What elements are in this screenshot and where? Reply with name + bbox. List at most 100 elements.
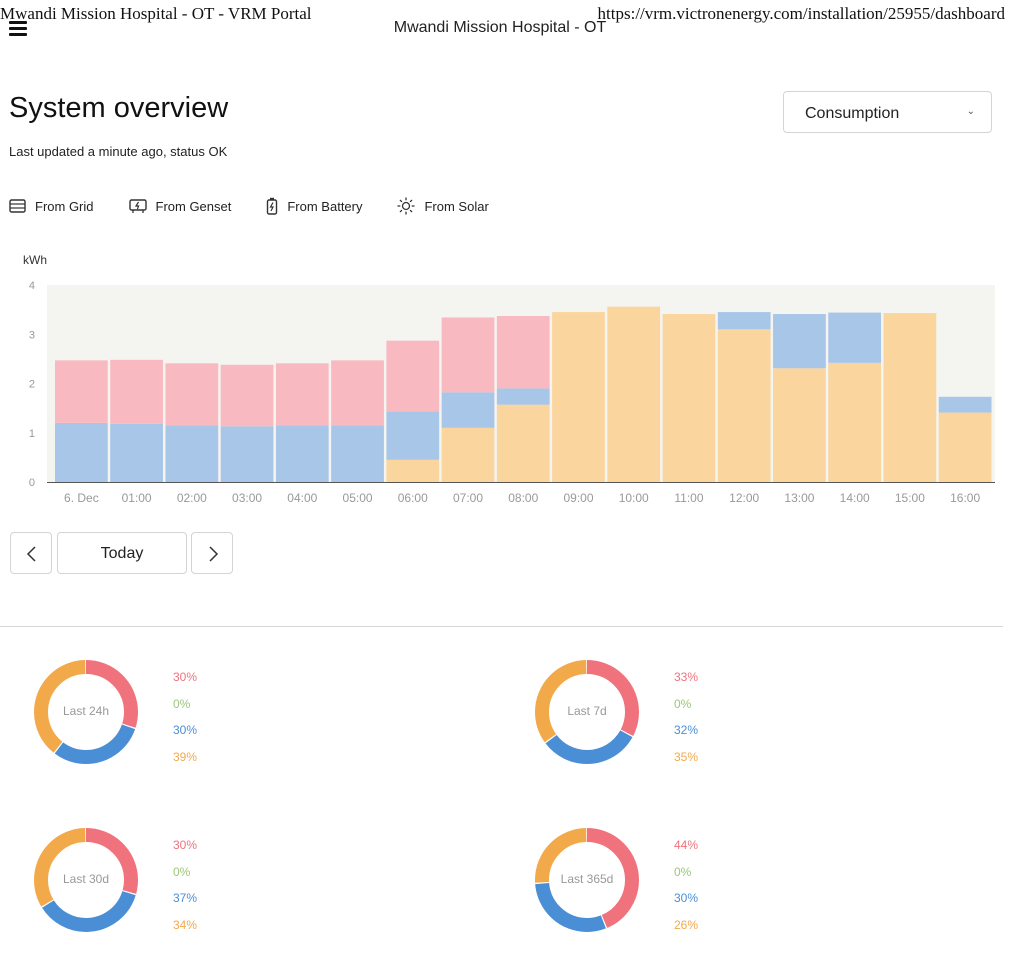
y-axis-label: kWh (23, 253, 47, 267)
legend-label: From Solar (424, 198, 489, 214)
section-divider (0, 626, 1003, 627)
today-button[interactable]: Today (57, 532, 187, 574)
legend-item-battery[interactable]: From Battery (266, 197, 362, 215)
donut-slice-battery (535, 828, 639, 932)
x-tick-label: 03:00 (232, 491, 262, 505)
x-tick-label: 02:00 (177, 491, 207, 505)
donut-label: Last 30d (62, 872, 110, 886)
bar-segment (717, 329, 771, 482)
pct-battery: 30% (173, 723, 198, 737)
bar-segment (607, 306, 661, 482)
x-tick-label: 08:00 (508, 491, 538, 505)
bar-segment (938, 396, 992, 413)
donut-chart (34, 828, 138, 932)
battery-icon (267, 197, 278, 215)
donut-chart (535, 660, 639, 764)
bar-segment (552, 312, 605, 482)
bar-segment (331, 360, 384, 426)
x-tick-label: 05:00 (343, 491, 373, 505)
bar-segment (55, 422, 108, 482)
pct-grid: 33% (674, 670, 699, 684)
donut-label: Last 24h (62, 704, 110, 718)
x-tick-label: 15:00 (895, 491, 925, 505)
y-tick-label: 1 (29, 428, 35, 440)
chevron-right-icon (209, 546, 219, 562)
bar-segment (496, 404, 550, 482)
donut-label: Last 7d (567, 704, 607, 718)
print-header-url: https://vrm.victronenergy.com/installati… (597, 4, 1005, 23)
donut-label: Last 365d (560, 872, 614, 886)
x-tick-label: 16:00 (950, 491, 980, 505)
bar-segment (220, 426, 274, 482)
bar-segment (275, 425, 329, 482)
donut-percentages: 33% 0% 32% 35% (674, 664, 698, 770)
x-tick-label: 13:00 (784, 491, 814, 505)
menu-icon[interactable] (9, 21, 27, 36)
legend-item-grid[interactable]: From Grid (9, 198, 94, 214)
donut-slice-battery (34, 660, 138, 764)
chevron-left-icon (26, 546, 36, 562)
site-title: Mwandi Mission Hospital - OT (393, 19, 607, 36)
pct-solar: 39% (173, 749, 198, 764)
pct-solar: 35% (674, 749, 699, 764)
donut-chart (535, 828, 639, 932)
pct-genset: 0% (674, 864, 692, 879)
view-select[interactable]: Consumption ⌄ (783, 91, 992, 133)
donut-slice-grid (535, 828, 639, 932)
view-select-value: Consumption (805, 105, 900, 122)
x-tick-label: 12:00 (729, 491, 759, 505)
x-tick-label: 04:00 (287, 491, 317, 505)
donut-percentages: 30% 0% 30% 39% (173, 664, 197, 770)
x-tick-label: 06:00 (398, 491, 428, 505)
donut-last-7d: Last 7d 33% 0% 32% 35% (531, 656, 751, 776)
x-tick-label: 07:00 (453, 491, 483, 505)
pct-genset: 0% (173, 696, 191, 711)
legend-item-solar[interactable]: From Solar (397, 197, 489, 215)
y-tick-label: 0 (29, 477, 35, 489)
donut-slice-grid (34, 660, 138, 764)
legend-label: From Genset (155, 198, 232, 214)
x-tick-label: 09:00 (563, 491, 593, 505)
legend-item-genset[interactable]: From Genset (128, 198, 232, 214)
pct-genset: 0% (173, 864, 191, 879)
pct-genset: 0% (674, 696, 692, 711)
pct-solar: 34% (173, 917, 198, 932)
pct-grid: 30% (173, 838, 198, 852)
x-tick-label: 10:00 (619, 491, 649, 505)
bar-segment (441, 392, 495, 428)
bar-segment (496, 316, 550, 389)
bar-segment (386, 340, 440, 412)
previous-day-button[interactable] (10, 532, 52, 574)
print-header-title: Mwandi Mission Hospital - OT - VRM Porta… (0, 4, 312, 23)
next-day-button[interactable] (191, 532, 233, 574)
bar-segment (938, 412, 992, 482)
donut-percentages: 30% 0% 37% 34% (173, 832, 197, 938)
chart-legend: From Grid From Genset From Battery (9, 196, 524, 216)
pct-grid: 44% (674, 838, 699, 852)
y-tick-label: 3 (29, 329, 35, 341)
bar-segment (220, 364, 274, 427)
bar-segment (331, 425, 384, 482)
legend-label: From Grid (35, 198, 94, 214)
pct-grid: 30% (173, 670, 198, 684)
x-tick-label: 14:00 (840, 491, 870, 505)
x-tick-label: 01:00 (122, 491, 152, 505)
pct-battery: 32% (674, 723, 699, 737)
status-text: Last updated a minute ago, status OK (9, 144, 228, 159)
consumption-chart: kWh 0 1 2 3 4 6. Dec 01:00 02:00 03:00 04:00 05:00 0… (23, 253, 995, 505)
bar-segment (773, 314, 826, 369)
donut-slice-solar (535, 828, 639, 932)
donut-last-24h: Last 24h 30% 0% 30% 39% (30, 656, 250, 776)
bar-segment (828, 312, 882, 363)
bar-segment (441, 427, 495, 482)
bar-segment (386, 459, 440, 482)
donut-slice-solar (535, 660, 639, 764)
donut-slice-grid (535, 660, 639, 764)
donut-slice-solar (34, 660, 138, 764)
bar-segment (441, 317, 495, 393)
bar-segment (165, 363, 219, 426)
page-title: System overview (9, 92, 229, 124)
bar-segment (110, 423, 163, 482)
bar-segment (717, 312, 771, 330)
x-tick-label: 6. Dec (64, 491, 99, 505)
